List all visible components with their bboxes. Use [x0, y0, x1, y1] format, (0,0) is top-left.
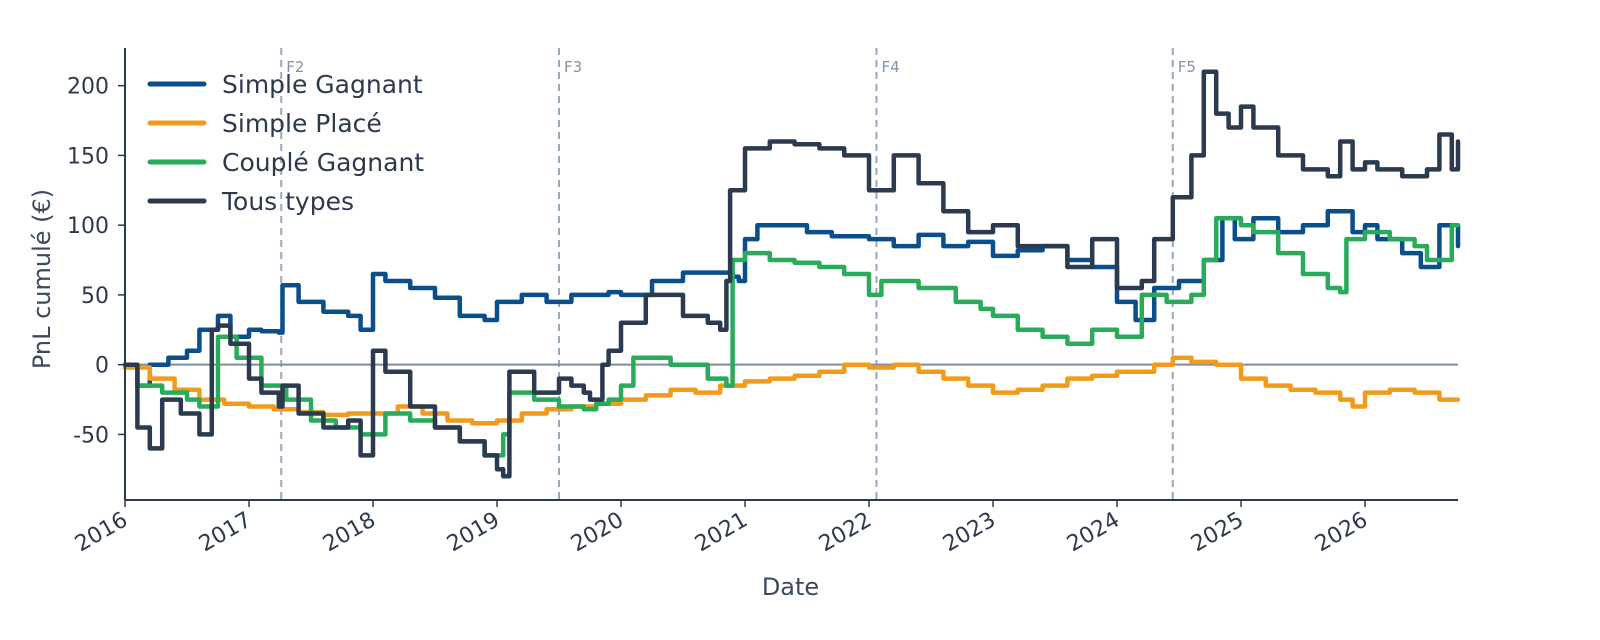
y-tick-label: 150	[67, 144, 109, 169]
event-markers: F2 F3 F4 F5	[280, 48, 1196, 500]
legend-label: Tous types	[221, 187, 354, 216]
event-label: F5	[1178, 58, 1196, 76]
y-tick-label: -50	[73, 423, 109, 448]
y-axis-title: PnL cumulé (€)	[28, 189, 56, 369]
series-line	[122, 355, 1461, 426]
legend-label: Simple Gagnant	[222, 70, 423, 99]
event-label: F2	[286, 58, 304, 76]
series-lines	[122, 69, 1461, 479]
y-tick-label: 100	[67, 214, 109, 239]
legend-label: Simple Placé	[222, 109, 382, 138]
y-tick-label: 200	[67, 75, 109, 100]
x-axis-title: Date	[762, 573, 819, 601]
y-axis-ticks: -50 0 50 100 150 200	[67, 75, 125, 448]
legend-label: Couplé Gagnant	[222, 148, 424, 177]
series-line	[122, 69, 1461, 479]
legend: Simple Gagnant Simple Placé Couplé Gagnant…	[147, 70, 424, 216]
event-label: F3	[564, 58, 582, 76]
y-tick-label: 50	[81, 284, 109, 309]
event-label: F4	[881, 58, 899, 76]
y-tick-label: 0	[95, 354, 109, 379]
